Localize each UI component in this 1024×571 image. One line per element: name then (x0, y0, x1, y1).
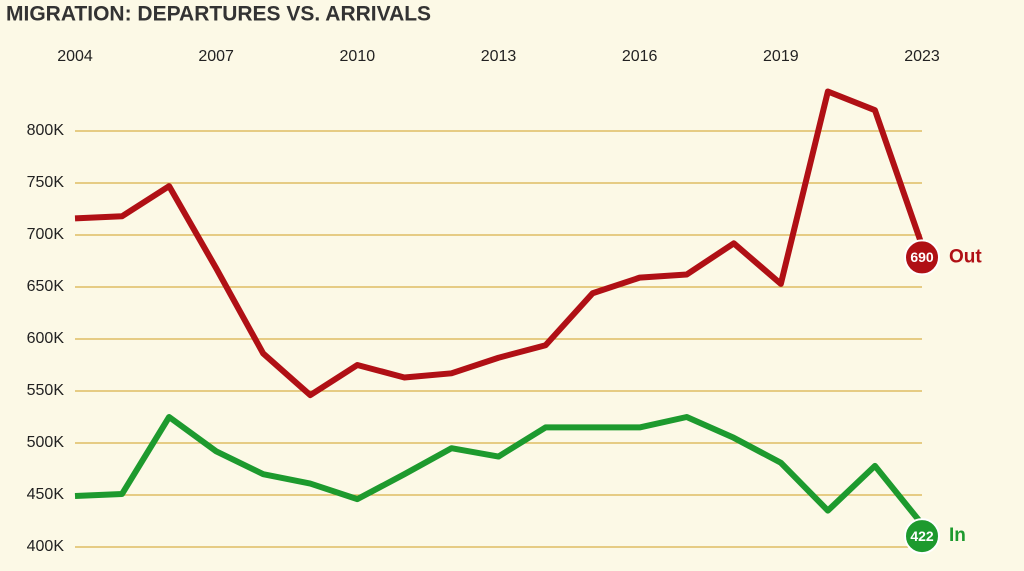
y-tick-label: 500K (27, 434, 65, 451)
x-tick-label: 2023 (904, 48, 940, 65)
x-tick-label: 2004 (57, 48, 93, 65)
y-tick-label: 700K (27, 226, 65, 243)
x-tick-label: 2016 (622, 48, 658, 65)
legend-label: In (949, 525, 966, 546)
end-marker (904, 518, 940, 555)
y-tick-label: 450K (27, 486, 65, 503)
x-tick-label: 2013 (481, 48, 517, 65)
x-tick-label: 2019 (763, 48, 799, 65)
y-tick-label: 600K (27, 330, 65, 347)
line-series (74, 414, 925, 527)
y-tick-label: 550K (27, 382, 65, 399)
x-tick-label: 2010 (340, 48, 376, 65)
value-label: 422 (910, 528, 934, 544)
line-series (74, 88, 925, 399)
y-tick-label: 650K (27, 278, 65, 295)
chart-title: MIGRATION: DEPARTURES VS. ARRIVALS (6, 3, 431, 26)
y-tick-label: 750K (27, 174, 65, 191)
value-label: 690 (910, 249, 934, 265)
x-tick-label: 2007 (198, 48, 234, 65)
y-tick-label: 400K (27, 538, 65, 555)
y-tick-label: 800K (27, 122, 65, 139)
legend-label: Out (949, 246, 982, 267)
end-marker (904, 239, 940, 276)
